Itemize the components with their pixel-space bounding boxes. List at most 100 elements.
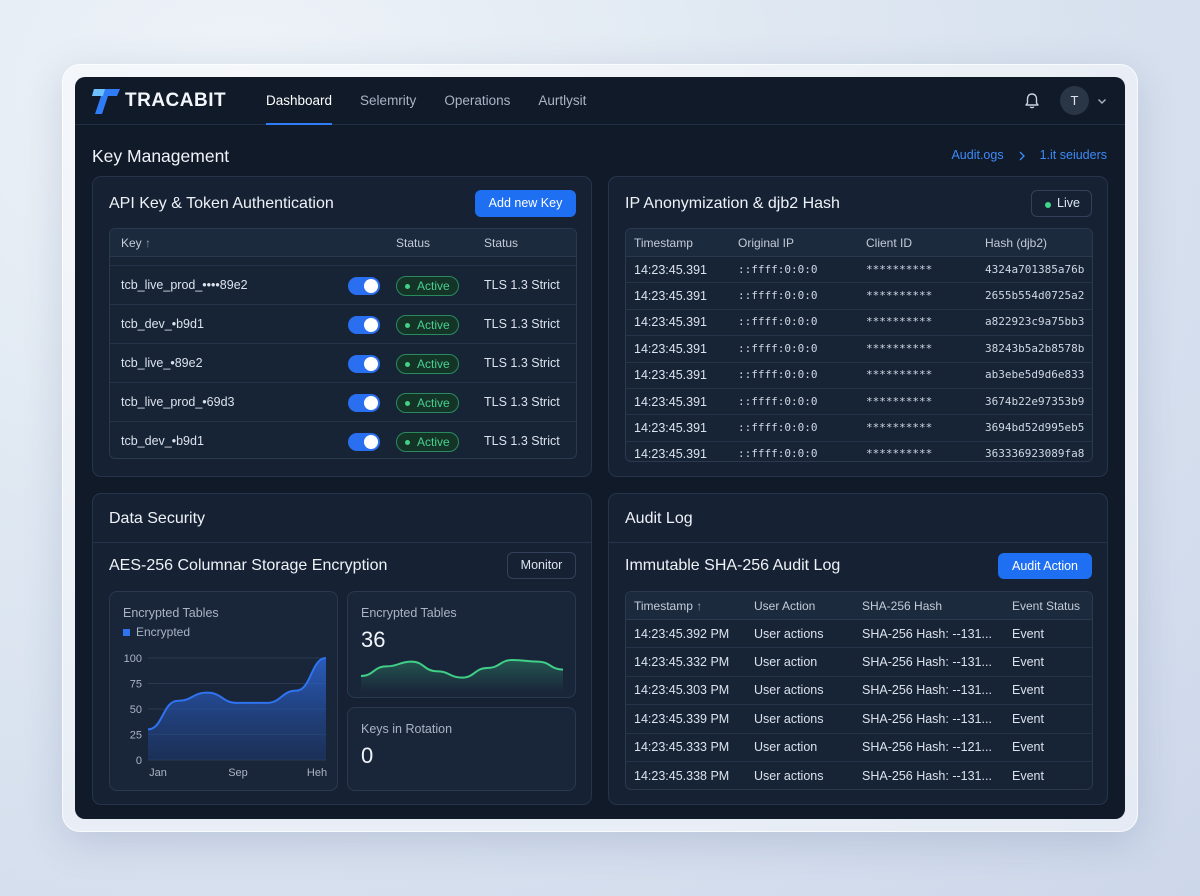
live-label: Live [1057, 196, 1080, 210]
breadcrumb: Audit.ogs 1.it seiuders [951, 148, 1107, 162]
table-row[interactable]: 14:23:45.391::ffff:0:0:0 ********** 3694bd… [626, 415, 1092, 442]
table-row[interactable]: tcb_live_prod_••••89e2 Active TLS 1.3 Stri… [110, 266, 576, 305]
key-enabled-toggle[interactable] [348, 393, 380, 412]
nav-operations[interactable]: Operations [444, 93, 511, 108]
column-timestamp[interactable]: Timestamp ↑ [634, 599, 703, 613]
client-id-cell: ********** [866, 394, 933, 408]
original-ip-cell: ::ffff:0:0:0 [738, 289, 818, 303]
nav-analytics[interactable]: Aurtlysit [538, 93, 587, 108]
table-header: Timestamp Original IP Client ID Hash (dj… [626, 229, 1092, 257]
client-id-cell: ********** [866, 421, 933, 435]
column-event-status[interactable]: Event Status [1012, 599, 1081, 613]
live-status-button[interactable]: Live [1031, 190, 1092, 217]
encrypted-tables-sparkline [360, 658, 564, 692]
table-row[interactable]: 14:23:45.391::ffff:0:0:0 ********** 3674b2… [626, 389, 1092, 416]
api-key-value: tcb_live_•89e2 [121, 356, 203, 370]
audit-log-subtitle: Immutable SHA-256 Audit Log [625, 557, 841, 574]
api-key-panel-title: API Key & Token Authentication [109, 195, 334, 212]
hash-cell: a822923c9a75bb3 [985, 315, 1085, 329]
table-row[interactable]: 14:23:45.392 PM User actions SHA-256 Hash:… [626, 620, 1092, 649]
column-key[interactable]: Key ↑ [121, 236, 152, 250]
key-enabled-toggle[interactable] [348, 354, 380, 373]
breadcrumb-settings[interactable]: 1.it seiuders [1039, 148, 1107, 162]
x-tick-label: Jan [149, 767, 167, 779]
client-id-cell: ********** [866, 341, 933, 355]
brand-logo[interactable]: TRACABIT [91, 87, 226, 115]
api-key-value: tcb_live_prod_••••89e2 [121, 278, 248, 292]
ip-hash-table: Timestamp Original IP Client ID Hash (dj… [625, 228, 1093, 462]
key-enabled-toggle[interactable] [348, 315, 380, 334]
timestamp-cell: 14:23:45.391 [634, 341, 707, 356]
table-row[interactable]: tcb_dev_•b9d1 Active TLS 1.3 Strict [110, 422, 576, 458]
status-badge: Active [396, 431, 459, 452]
hash-cell: 2655b554d0725a2 [985, 289, 1085, 303]
y-tick-label: 100 [124, 653, 142, 665]
user-avatar[interactable]: T [1060, 86, 1089, 115]
table-row[interactable]: 14:23:45.391::ffff:0:0:0 ********** 363336… [626, 442, 1092, 462]
chart-legend: Encrypted [123, 625, 190, 639]
column-hash[interactable]: Hash (djb2) [985, 236, 1048, 250]
timestamp-cell: 14:23:45.339 PM [634, 711, 730, 726]
area-fill [148, 658, 326, 760]
chart-card-label: Encrypted Tables [123, 606, 219, 620]
event-status-cell: Event [1012, 683, 1044, 698]
event-status-cell: Event [1012, 768, 1044, 783]
timestamp-cell: 14:23:45.333 PM [634, 740, 730, 755]
nav-dashboard[interactable]: Dashboard [265, 77, 346, 125]
chevron-right-icon [1019, 151, 1025, 161]
column-client-id[interactable]: Client ID [866, 236, 913, 250]
user-action-cell: User actions [754, 711, 824, 726]
user-action-cell: User actions [754, 683, 824, 698]
breadcrumb-audit-logs[interactable]: Audit.ogs [951, 148, 1004, 162]
table-row[interactable]: 14:23:45.332 PM User action SHA-256 Hash: … [626, 648, 1092, 677]
tls-mode: TLS 1.3 Strict [484, 434, 560, 448]
timestamp-cell: 14:23:45.392 PM [634, 626, 730, 641]
timestamp-cell: 14:23:45.391 [634, 394, 707, 409]
status-badge: Active [396, 392, 459, 413]
table-row[interactable]: 14:23:45.391::ffff:0:0:0 ********** ab3ebe… [626, 363, 1092, 389]
sha-hash-cell: SHA-256 Hash: --131... [862, 683, 992, 698]
table-row[interactable]: 14:23:45.391::ffff:0:0:0 ********** 38243b… [626, 336, 1092, 363]
key-enabled-toggle[interactable] [348, 276, 380, 295]
user-action-cell: User actions [754, 768, 824, 783]
audit-action-button[interactable]: Audit Action [998, 553, 1092, 579]
timestamp-cell: 14:23:45.391 [634, 447, 707, 462]
client-id-cell: ********** [866, 262, 933, 276]
table-row[interactable]: 14:23:45.303 PM User actions SHA-256 Hash:… [626, 677, 1092, 706]
main-nav: Dashboard Selemrity Operations Aurtlysit [265, 77, 600, 125]
table-row[interactable]: 14:23:45.338 PM User actions SHA-256 Hash:… [626, 762, 1092, 789]
table-row[interactable]: tcb_dev_•b9d1 Active TLS 1.3 Strict [110, 305, 576, 344]
table-row[interactable]: tcb_live_•89e2 Active TLS 1.3 Strict [110, 344, 576, 383]
ip-panel-title: IP Anonymization & djb2 Hash [625, 195, 840, 212]
column-status[interactable]: Status [396, 236, 431, 250]
key-enabled-toggle[interactable] [348, 432, 380, 451]
table-row[interactable]: 14:23:45.339 PM User actions SHA-256 Hash:… [626, 705, 1092, 734]
table-row[interactable]: 14:23:45.333 PM User action SHA-256 Hash: … [626, 734, 1092, 762]
column-timestamp[interactable]: Timestamp [634, 236, 693, 250]
timestamp-cell: 14:23:45.391 [634, 262, 707, 277]
status-badge: Active [396, 314, 459, 335]
nav-security[interactable]: Selemrity [360, 93, 417, 108]
rotation-label: Keys in Rotation [361, 722, 453, 736]
user-action-cell: User action [754, 655, 818, 670]
column-status-2[interactable]: Status [484, 236, 519, 250]
hash-cell: 4324a701385a76b [985, 262, 1085, 276]
stat-label: Encrypted Tables [361, 606, 457, 620]
column-user-action[interactable]: User Action [754, 599, 816, 613]
divider [609, 542, 1107, 543]
sparkline-fill [361, 660, 563, 692]
hash-cell: 3674b22e97353b9 [985, 394, 1085, 408]
add-new-key-button[interactable]: Add new Key [475, 190, 576, 217]
chevron-down-icon[interactable] [1097, 96, 1107, 106]
bell-icon[interactable] [1022, 91, 1042, 111]
table-row[interactable]: tcb_live_prod_•69d3 Active TLS 1.3 Strict [110, 383, 576, 422]
table-row[interactable]: 14:23:45.391::ffff:0:0:0 ********** 2655b5… [626, 283, 1092, 310]
column-sha-hash[interactable]: SHA-256 Hash [862, 599, 943, 613]
encrypted-tables-stat-card: Encrypted Tables 36 [347, 591, 576, 698]
monitor-button[interactable]: Monitor [507, 552, 576, 579]
column-original-ip[interactable]: Original IP [738, 236, 795, 250]
table-row[interactable]: 14:23:45.391::ffff:0:0:0 ********** 4324a7… [626, 257, 1092, 284]
legend-label: Encrypted [136, 625, 191, 639]
event-status-cell: Event [1012, 711, 1044, 726]
table-row[interactable]: 14:23:45.391::ffff:0:0:0 ********** a82292… [626, 310, 1092, 337]
